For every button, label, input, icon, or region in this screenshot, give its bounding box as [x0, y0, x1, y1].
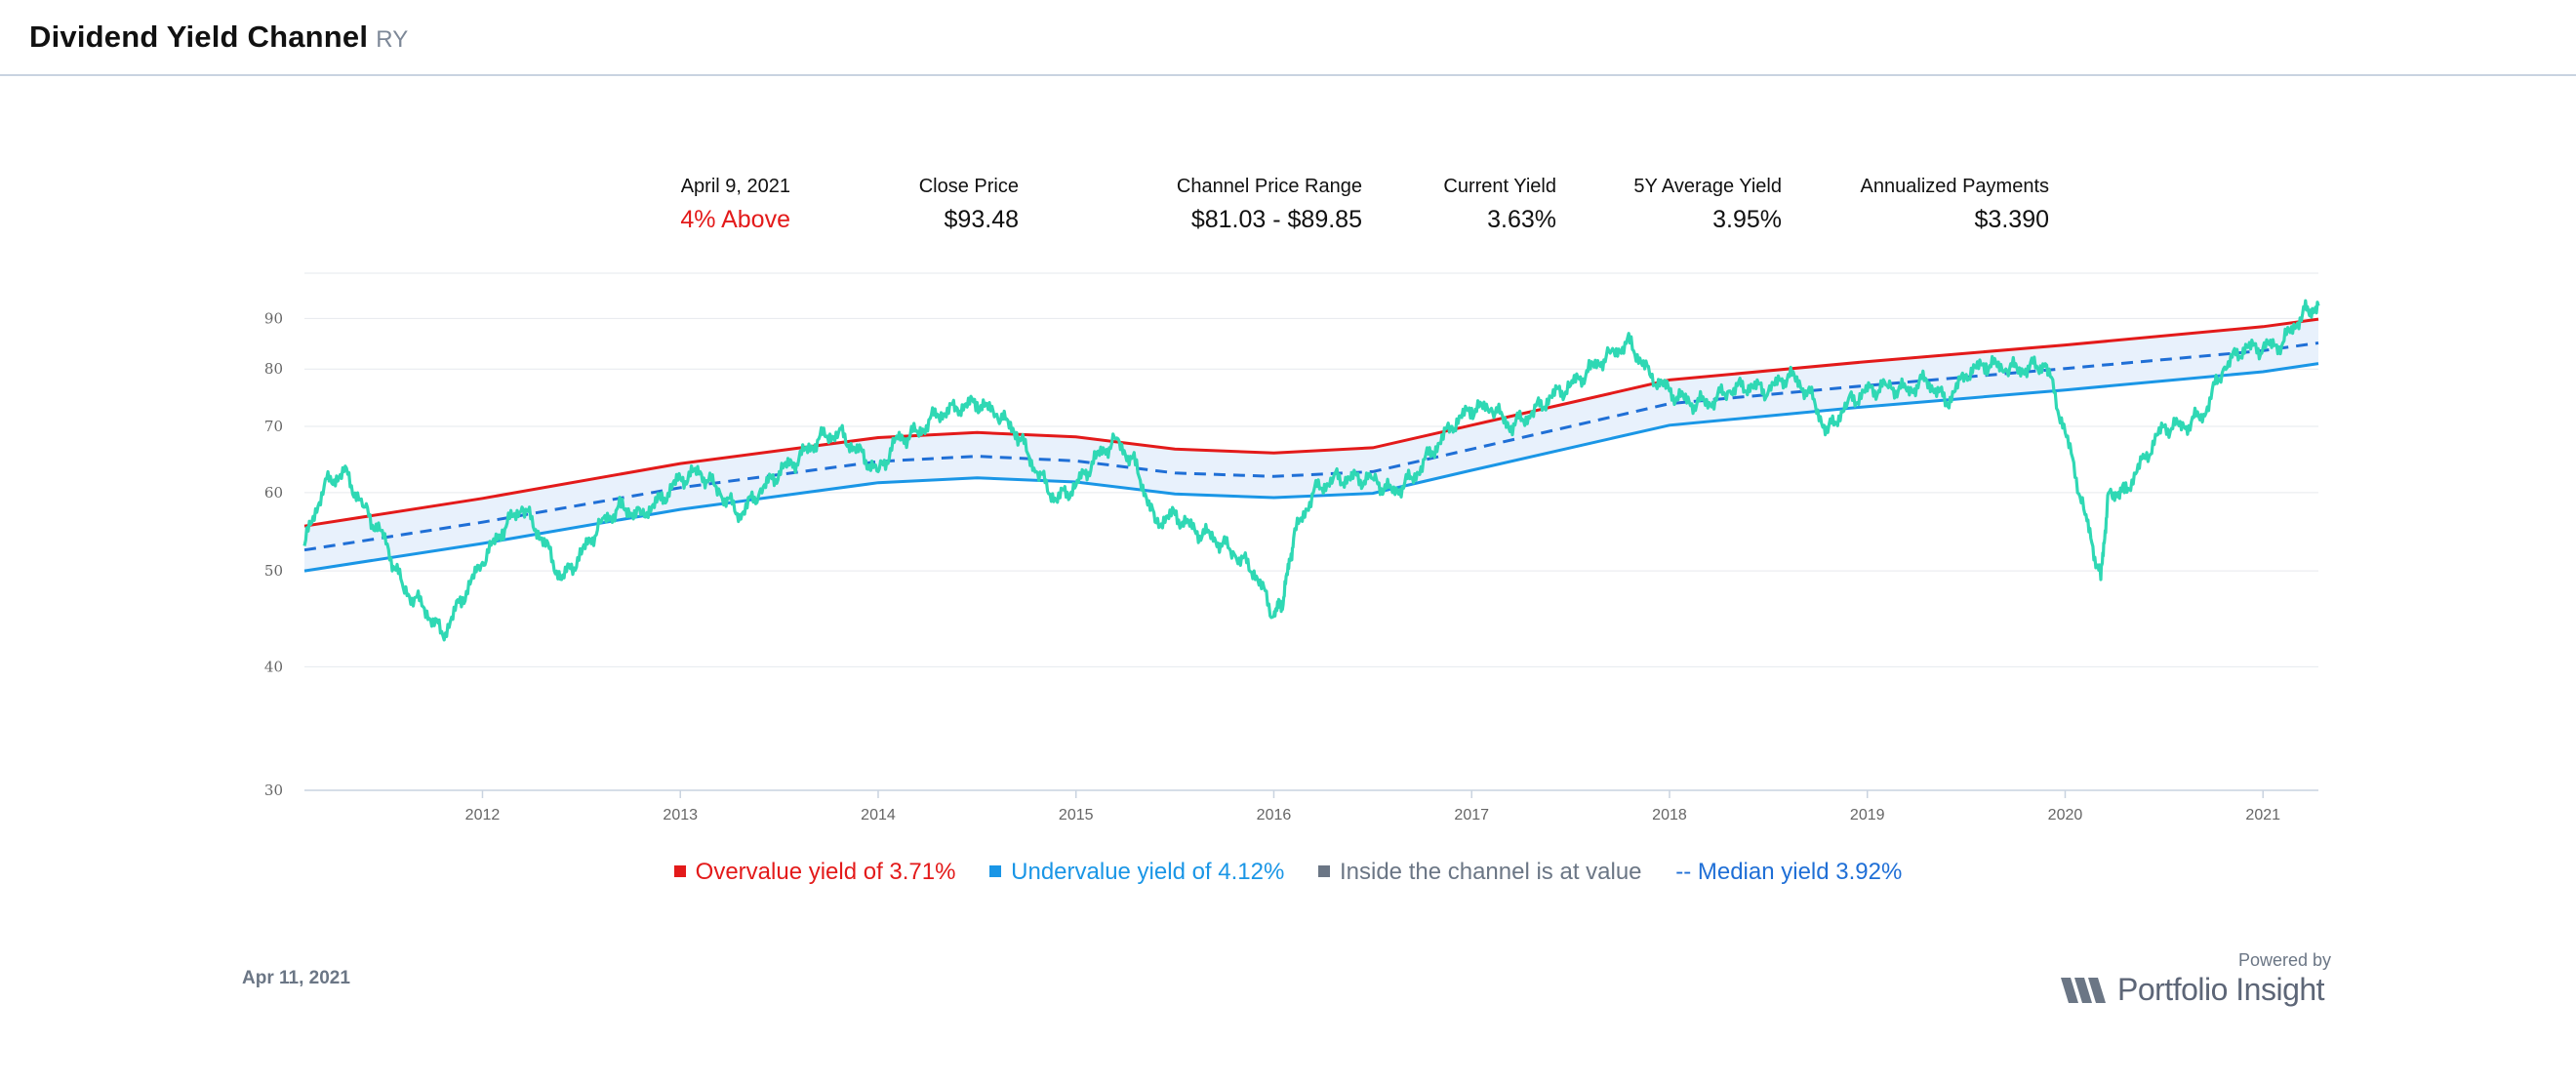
x-tick-label-2021: 2021: [2245, 807, 2280, 823]
page-title: Dividend Yield Channel RY: [29, 20, 409, 55]
legend-marker-undervalue: [989, 864, 1002, 877]
legend-item-inside-channel[interactable]: Inside the channel is at value: [1317, 859, 1642, 886]
stat-date-value: 4% Above: [680, 206, 790, 233]
legend-label-inside-channel: Inside the channel is at value: [1339, 859, 1642, 885]
legend-marker-inside-channel: [1317, 864, 1330, 877]
channel-fill-area: [304, 319, 2318, 572]
stat-current-yield: Current Yield 3.63%: [1395, 176, 1556, 234]
stat-average-yield-value: 3.95%: [1712, 206, 1782, 233]
ticker-symbol: RY: [376, 26, 409, 53]
x-tick-label-2017: 2017: [1454, 807, 1489, 823]
legend-item-median[interactable]: -- Median yield 3.92%: [1675, 859, 1902, 886]
stat-channel-range-label: Channel Price Range: [1176, 176, 1362, 197]
x-tick-label-2019: 2019: [1850, 807, 1885, 823]
close-price-line: [302, 299, 2320, 642]
x-tick-label-2012: 2012: [465, 807, 501, 823]
yield-channel-chart: 30 40 50 60 70 80 90 2012 2013 2014 2015 2016 2017 20…: [264, 272, 2320, 823]
x-tick-label-2020: 2020: [2048, 807, 2083, 823]
stat-date-label: April 9, 2021: [680, 176, 790, 197]
stat-close-price-label: Close Price: [918, 176, 1019, 197]
undervalue-yield-line: [303, 362, 2319, 573]
stat-close-price: Close Price $93.48: [810, 176, 1019, 234]
stat-channel-range: Channel Price Range $81.03 - $89.85: [1073, 176, 1362, 234]
page-header: Dividend Yield Channel RY: [0, 0, 2576, 76]
x-tick-label-2016: 2016: [1257, 807, 1292, 823]
y-tick-label-70: 70: [264, 418, 283, 435]
stat-average-yield-label: 5Y Average Yield: [1633, 176, 1782, 197]
chart-legend: Overvalue yield of 3.71% Undervalue yiel…: [0, 859, 2576, 886]
x-tick-label-2018: 2018: [1652, 807, 1687, 823]
x-tick-label-2013: 2013: [663, 807, 698, 823]
stat-average-yield: 5Y Average Yield 3.95%: [1590, 176, 1782, 234]
y-tick-label-60: 60: [264, 484, 283, 502]
stat-annualized-payments-label: Annualized Payments: [1860, 176, 2049, 197]
stat-annualized-payments-value: $3.390: [1974, 206, 2049, 233]
title-text: Dividend Yield Channel: [29, 20, 369, 54]
stat-date: April 9, 2021 4% Above: [576, 176, 790, 234]
stat-close-price-value: $93.48: [944, 206, 1019, 233]
overvalue-yield-line: [303, 317, 2319, 528]
x-tick-label-2014: 2014: [861, 807, 896, 823]
stat-channel-range-value: $81.03 - $89.85: [1190, 206, 1362, 233]
y-tick-label-50: 50: [264, 562, 283, 580]
brand-logo-link[interactable]: Portfolio Insight: [2061, 972, 2325, 1008]
footer-date: Apr 11, 2021: [242, 968, 350, 988]
median-yield-line: [303, 341, 2319, 552]
legend-item-undervalue[interactable]: Undervalue yield of 4.12%: [989, 859, 1284, 886]
legend-marker-overvalue: [673, 864, 686, 877]
brand-name: Portfolio Insight: [2117, 972, 2325, 1007]
portfolio-insight-logo-icon: [2061, 977, 2106, 1003]
legend-label-median: -- Median yield 3.92%: [1675, 859, 1903, 885]
legend-item-overvalue[interactable]: Overvalue yield of 3.71%: [673, 859, 956, 886]
legend-label-overvalue: Overvalue yield of 3.71%: [695, 859, 956, 885]
stat-annualized-payments: Annualized Payments $3.390: [1815, 176, 2049, 234]
y-tick-label-80: 80: [264, 360, 283, 378]
y-tick-label-90: 90: [264, 309, 283, 327]
stat-current-yield-label: Current Yield: [1443, 176, 1556, 197]
stat-current-yield-value: 3.63%: [1487, 206, 1556, 233]
x-tick-label-2015: 2015: [1059, 807, 1094, 823]
powered-by-label: Powered by: [2238, 950, 2332, 970]
legend-label-undervalue: Undervalue yield of 4.12%: [1011, 859, 1285, 885]
y-tick-label-30: 30: [264, 782, 283, 799]
y-tick-label-40: 40: [264, 658, 283, 675]
